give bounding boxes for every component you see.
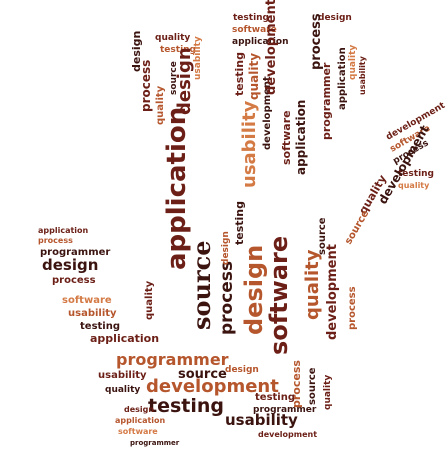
- word: quality: [398, 181, 430, 190]
- word: testing: [233, 201, 246, 245]
- word: development: [146, 376, 279, 397]
- word: process: [139, 60, 153, 112]
- word: quality: [155, 85, 166, 125]
- pinky-finger-words: quality testing design process quality s…: [130, 31, 203, 125]
- word: process: [38, 236, 73, 245]
- word: design: [42, 256, 98, 274]
- word: quality: [105, 385, 140, 395]
- word: design: [221, 231, 231, 265]
- word: programmer: [320, 62, 333, 140]
- ring-finger-words: testing software application testing usa…: [232, 0, 289, 188]
- word: usability: [68, 308, 117, 319]
- word: application: [90, 332, 159, 345]
- word: process: [290, 360, 303, 408]
- word: development: [258, 430, 317, 439]
- word: testing: [160, 45, 196, 55]
- word: quality: [155, 33, 190, 43]
- word: source: [169, 61, 179, 95]
- word: quality: [302, 249, 323, 320]
- word: usability: [98, 370, 147, 381]
- word: application: [38, 226, 89, 235]
- word: testing: [233, 52, 246, 96]
- word: development: [264, 0, 279, 95]
- word: programmer: [116, 350, 229, 369]
- word: software: [118, 427, 158, 436]
- word: application: [337, 47, 348, 110]
- word: design: [318, 13, 352, 23]
- word: design: [225, 365, 259, 375]
- word: usability: [239, 100, 260, 188]
- middle-finger-words: design process application software prog…: [280, 13, 367, 175]
- word: usability: [225, 411, 298, 429]
- word: process: [347, 286, 358, 330]
- word: software: [232, 25, 277, 35]
- word: design: [130, 31, 143, 72]
- word: development: [325, 244, 340, 340]
- word: quality: [348, 45, 358, 80]
- word: development: [262, 76, 273, 150]
- word: testing: [148, 395, 224, 417]
- word: design: [174, 47, 195, 115]
- index-finger-words: application process programmer design pr…: [38, 226, 159, 345]
- word: process: [217, 261, 237, 335]
- word: testing: [255, 392, 295, 403]
- word: usability: [193, 36, 203, 80]
- word: programmer: [40, 247, 110, 258]
- word: software: [62, 295, 112, 306]
- palm-words: application source process design softwa…: [98, 107, 358, 447]
- word: application: [162, 107, 192, 270]
- word: source: [307, 367, 318, 405]
- word: source: [343, 208, 371, 246]
- word: quality: [144, 280, 155, 320]
- word: process: [309, 13, 324, 70]
- word: testing: [398, 169, 434, 179]
- word: design: [240, 245, 268, 335]
- word: application: [232, 37, 289, 47]
- word: software: [265, 236, 293, 355]
- word: testing: [80, 321, 120, 332]
- word: process: [52, 275, 96, 286]
- word: testing: [233, 13, 269, 23]
- word: development: [375, 123, 432, 207]
- word: programmer: [253, 405, 317, 415]
- word: application: [294, 100, 308, 175]
- word: application: [115, 416, 166, 425]
- thumb-words: development software process testing qua…: [343, 100, 447, 246]
- word: quality: [323, 375, 333, 410]
- word: design: [124, 405, 154, 414]
- word: source: [317, 217, 328, 255]
- word: usability: [358, 55, 367, 95]
- word: source: [187, 241, 216, 331]
- word: programmer: [130, 439, 180, 447]
- word: software: [280, 110, 293, 165]
- word: source: [178, 367, 227, 382]
- word: quality: [247, 53, 261, 100]
